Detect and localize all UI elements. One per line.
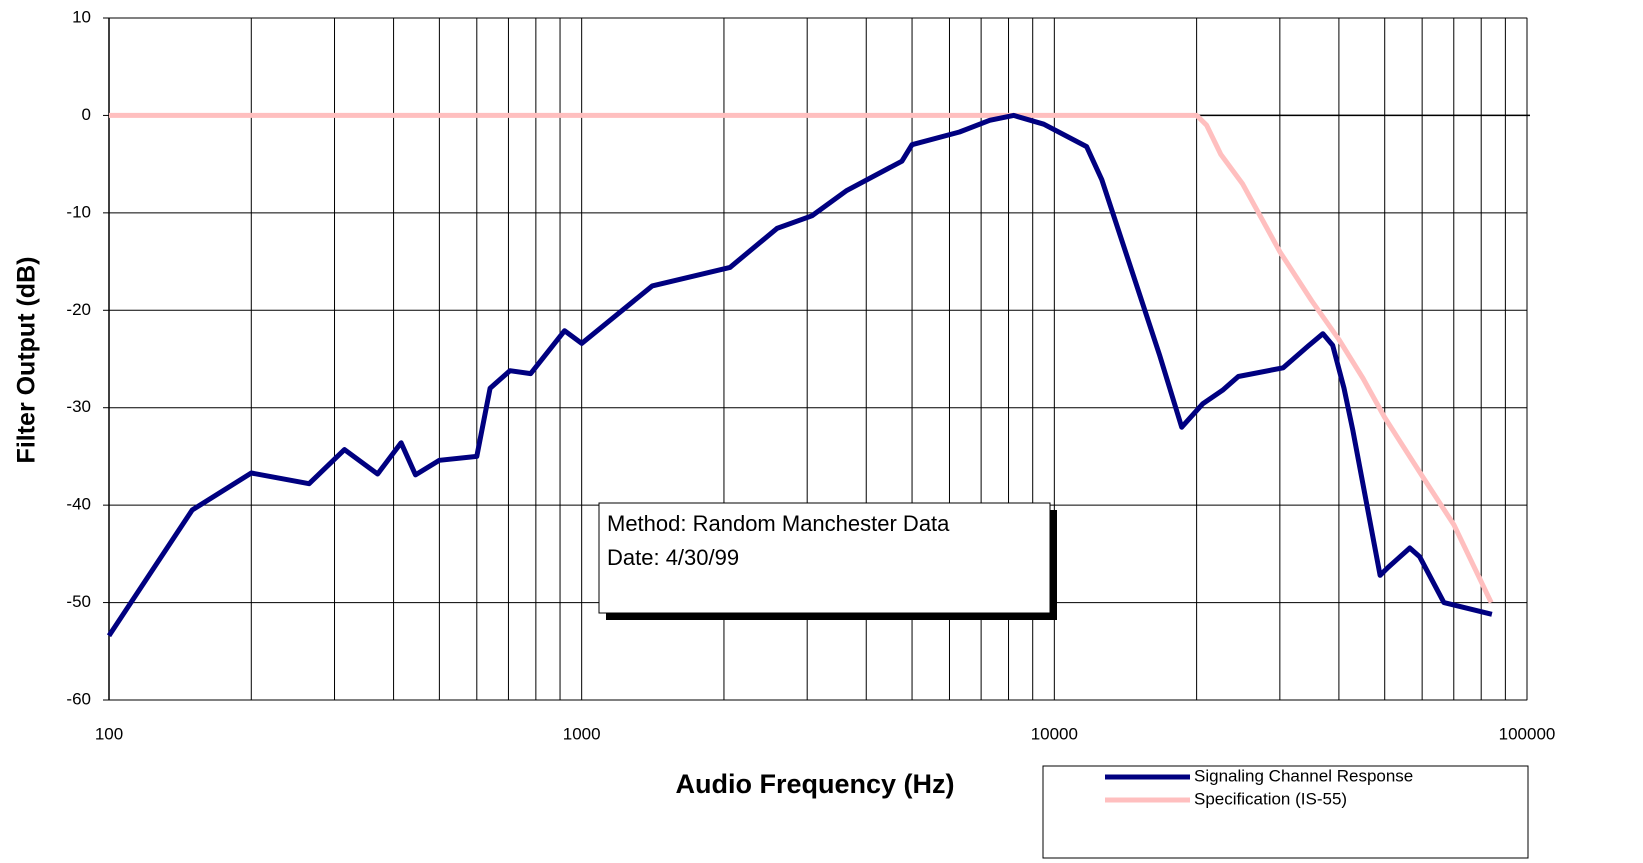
legend-label: Signaling Channel Response xyxy=(1194,766,1413,785)
legend-label: Specification (IS-55) xyxy=(1194,789,1347,808)
x-tick-label: 100 xyxy=(95,724,123,743)
y-tick-label: -30 xyxy=(66,397,91,416)
legend-box xyxy=(1042,765,1529,859)
x-tick-label: 10000 xyxy=(1031,724,1078,743)
annotation-box xyxy=(598,502,1051,614)
y-tick-label: -20 xyxy=(66,300,91,319)
y-tick-label: -60 xyxy=(66,689,91,708)
x-axis-title: Audio Frequency (Hz) xyxy=(675,769,954,799)
data-line xyxy=(109,112,1494,604)
y-tick-label: 0 xyxy=(82,105,91,124)
y-tick-label: 10 xyxy=(72,7,91,26)
x-tick-label: 100000 xyxy=(1499,724,1556,743)
y-tick-label: -10 xyxy=(66,202,91,221)
x-tick-label: 1000 xyxy=(563,724,601,743)
annotation-text: Method: Random Manchester Data xyxy=(607,511,950,536)
y-tick-label: -50 xyxy=(66,592,91,611)
y-tick-label: -40 xyxy=(66,495,91,514)
data-line xyxy=(106,112,1493,638)
y-axis-title: Filter Output (dB) xyxy=(13,257,41,464)
annotation-text: Date: 4/30/99 xyxy=(607,545,739,570)
